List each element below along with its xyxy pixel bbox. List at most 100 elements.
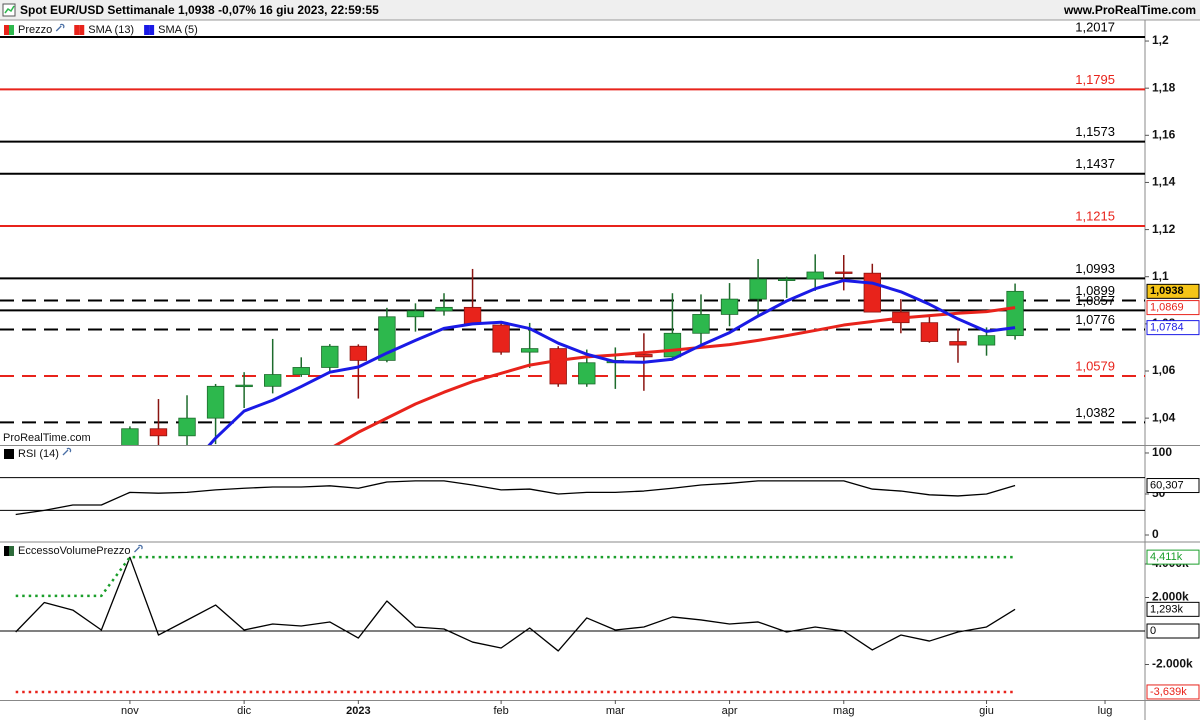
watermark: ProRealTime.com (3, 432, 91, 444)
candle-body (663, 332, 682, 358)
x-tick-label: mar (606, 705, 625, 717)
value-tag-label: 4,411k (1150, 551, 1183, 563)
x-tick-label: dic (237, 705, 252, 717)
header-bar (0, 0, 1200, 20)
candle-body (178, 417, 196, 437)
y-tick-label: 1,14 (1152, 175, 1176, 189)
candle-body (863, 272, 881, 313)
value-tag-label: 60,307 (1150, 479, 1184, 491)
y-tick-label: 0 (1152, 527, 1159, 541)
value-tag-label: 1,0784 (1150, 322, 1184, 334)
candle-body (349, 345, 368, 361)
settings-icon[interactable] (55, 23, 65, 32)
settings-icon[interactable] (134, 544, 143, 553)
series-line (15, 555, 1016, 598)
series-line (15, 480, 1016, 516)
x-tick-label: nov (121, 705, 139, 717)
candle-body (406, 310, 425, 318)
x-tick-label: lug (1098, 705, 1113, 717)
candle-body (720, 298, 739, 315)
legend-swatch (144, 25, 150, 35)
series-line (15, 556, 1016, 652)
candle-body (321, 345, 339, 368)
legend-label[interactable]: SMA (5) (158, 24, 198, 36)
value-tag (1146, 283, 1200, 299)
value-tag (1146, 478, 1200, 494)
legend-label[interactable]: RSI (14) (18, 448, 59, 460)
legend-swatch (149, 25, 155, 35)
candle-body (949, 341, 967, 346)
level-label: 1,2017 (1075, 19, 1115, 34)
y-tick-label: 1,06 (1152, 363, 1176, 377)
value-tag (1146, 601, 1200, 617)
candle-body (635, 354, 653, 358)
candle-body (463, 306, 482, 325)
value-tag (1146, 623, 1200, 639)
legend-swatch (9, 25, 14, 35)
x-tick-label: 2023 (346, 705, 370, 717)
x-tick-label: apr (722, 705, 738, 717)
x-tick-label: giu (979, 705, 994, 717)
y-tick-label: 100 (1152, 445, 1172, 459)
value-tag (1146, 684, 1200, 700)
candle-body (777, 278, 796, 281)
value-tag-label: 1,293k (1150, 603, 1184, 615)
y-tick-label: 1,1 (1152, 269, 1169, 283)
legend-swatch (4, 25, 9, 35)
candle-body (264, 374, 282, 387)
candle-body (435, 306, 453, 312)
level-label: 1,0776 (1075, 312, 1115, 327)
level-label: 1,0382 (1075, 405, 1115, 420)
settings-icon[interactable] (62, 447, 72, 456)
y-tick-label: -2.000k (1152, 657, 1193, 671)
plot-area (0, 555, 1145, 694)
plot-area (0, 36, 1145, 445)
y-tick-label: 1,2 (1152, 33, 1169, 47)
legend-swatch (4, 449, 9, 459)
candle-body (692, 314, 710, 334)
value-tag-label: -3,639k (1150, 686, 1187, 698)
header-title: Spot EUR/USD Settimanale 1,0938 -0,07% 1… (20, 3, 379, 17)
candle-body (378, 316, 396, 361)
y-tick-label: 2.000k (1152, 590, 1189, 604)
legend-swatch (9, 546, 14, 556)
legend-label[interactable]: EccessoVolumePrezzo (18, 545, 131, 557)
candle-body (121, 428, 139, 445)
header-icon-line (4, 5, 15, 14)
candle-body (920, 322, 939, 342)
level-label: 1,0579 (1075, 358, 1115, 373)
y-tick-label: 1,18 (1152, 80, 1176, 94)
level-label: 1,0857 (1075, 293, 1115, 308)
level-label: 1,0899 (1075, 283, 1115, 298)
candle-body (206, 385, 225, 419)
candle-body (749, 278, 767, 300)
x-tick-label: mag (833, 705, 854, 717)
legend-swatch (9, 449, 14, 459)
level-label: 1,1795 (1075, 72, 1115, 87)
value-tag (1146, 549, 1200, 565)
level-label: 1,1215 (1075, 208, 1115, 223)
value-tag-label: 1,0869 (1150, 302, 1184, 314)
candle-body (492, 324, 510, 353)
candle-body (835, 271, 853, 274)
legend-label[interactable]: Prezzo (18, 24, 52, 36)
y-tick-label: 1,16 (1152, 127, 1176, 141)
legend-swatch (79, 25, 85, 35)
x-tick-label: feb (493, 705, 508, 717)
legend-swatch (74, 25, 80, 35)
y-tick-label: 1,12 (1152, 222, 1176, 236)
series-line (333, 306, 1016, 445)
value-tag (1146, 320, 1200, 336)
level-label: 1,1573 (1075, 124, 1115, 139)
value-tag-label: 0 (1150, 625, 1156, 637)
legend-label[interactable]: SMA (13) (88, 24, 134, 36)
candle-body (549, 348, 567, 385)
candle-body (292, 367, 310, 375)
level-label: 1,0993 (1075, 261, 1115, 276)
candle-body (977, 335, 996, 346)
candle-body (578, 362, 596, 385)
header-site: www.ProRealTime.com (1063, 3, 1196, 17)
series-line (207, 278, 1016, 445)
value-tag (1146, 300, 1200, 316)
